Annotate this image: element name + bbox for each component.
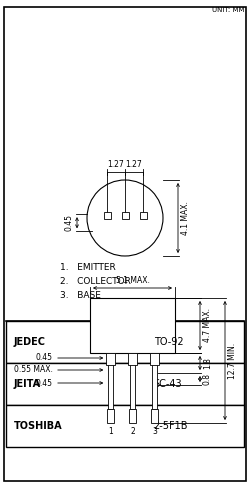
- Text: TO-92: TO-92: [154, 337, 183, 347]
- Text: 1.27: 1.27: [126, 160, 142, 169]
- Text: 12.7 MIN.: 12.7 MIN.: [228, 342, 237, 379]
- Circle shape: [87, 180, 163, 256]
- Text: JEITA: JEITA: [14, 379, 41, 389]
- Text: 2.   COLLECTOR: 2. COLLECTOR: [60, 278, 131, 286]
- Bar: [122, 212, 128, 218]
- Bar: [152, 353, 157, 409]
- Text: 1: 1: [108, 427, 113, 436]
- Bar: [6, 363, 244, 405]
- Bar: [140, 212, 146, 218]
- Bar: [150, 353, 159, 365]
- Text: 0.45: 0.45: [65, 214, 74, 231]
- Bar: [104, 212, 110, 218]
- Text: UNIT: MM: UNIT: MM: [212, 7, 244, 13]
- Bar: [107, 409, 114, 423]
- Bar: [6, 405, 244, 447]
- Text: 3.   BASE: 3. BASE: [60, 292, 101, 300]
- Text: 0.45: 0.45: [36, 379, 53, 387]
- Text: 1.   EMITTER: 1. EMITTER: [60, 264, 116, 272]
- Text: 0.8: 0.8: [203, 373, 212, 385]
- Bar: [106, 353, 115, 365]
- Text: 1.27: 1.27: [108, 160, 124, 169]
- Text: 5.1 MAX.: 5.1 MAX.: [116, 276, 150, 285]
- Text: 4.7 MAX.: 4.7 MAX.: [203, 309, 212, 342]
- Text: 4.1 MAX.: 4.1 MAX.: [181, 201, 190, 235]
- Text: JEDEC: JEDEC: [14, 337, 46, 347]
- Text: 1.8: 1.8: [203, 357, 212, 369]
- Bar: [6, 321, 244, 363]
- Bar: [129, 409, 136, 423]
- Text: TOSHIBA: TOSHIBA: [14, 421, 62, 431]
- Bar: [130, 353, 135, 409]
- Text: 3: 3: [152, 427, 157, 436]
- Text: 0.55 MAX.: 0.55 MAX.: [14, 366, 53, 374]
- Text: 2: 2: [130, 427, 135, 436]
- Bar: [151, 409, 158, 423]
- Bar: [90, 298, 175, 353]
- Text: SC-43: SC-43: [154, 379, 182, 389]
- Bar: [108, 353, 113, 409]
- Text: 0.45: 0.45: [36, 354, 53, 363]
- Text: 2-5F1B: 2-5F1B: [154, 421, 188, 431]
- Bar: [128, 353, 137, 365]
